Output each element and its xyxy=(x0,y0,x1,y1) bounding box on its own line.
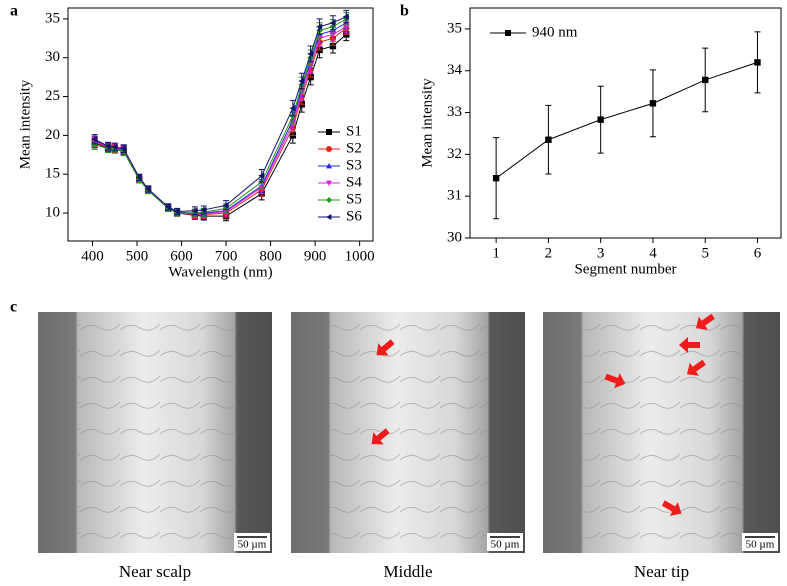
sem-images: 50 µm Near scalp 50 µm Middle 50 µm Near tip xyxy=(38,312,780,581)
series-line xyxy=(94,27,347,216)
image-caption: Middle xyxy=(383,562,432,581)
red-arrow xyxy=(371,428,390,445)
y-axis-label: Mean intensity xyxy=(419,78,435,168)
marker xyxy=(326,163,332,169)
legend-label: 940 nm xyxy=(532,24,578,40)
marker xyxy=(326,146,332,152)
series-line xyxy=(495,61,758,179)
marker xyxy=(326,180,332,186)
x-tick-label: 4 xyxy=(649,245,657,261)
marker xyxy=(104,143,111,150)
legend-label: S3 xyxy=(346,157,362,173)
image-caption: Near scalp xyxy=(119,562,191,581)
marker xyxy=(111,143,118,151)
scale-bar-label: 50 µm xyxy=(491,539,520,551)
marker xyxy=(343,13,349,20)
marker xyxy=(173,208,180,215)
red-arrow xyxy=(661,500,682,516)
marker xyxy=(164,203,171,211)
marker xyxy=(326,197,332,203)
legend-label: S5 xyxy=(346,191,362,207)
marker xyxy=(545,136,552,143)
x-tick-label: 500 xyxy=(126,248,149,264)
sem-texture xyxy=(330,312,488,553)
x-tick-label: 700 xyxy=(215,248,238,264)
plot-frame xyxy=(469,7,782,239)
legend-label: S2 xyxy=(346,140,362,156)
marker xyxy=(191,207,198,214)
y-tick-label: 25 xyxy=(45,88,60,104)
red-arrow xyxy=(604,373,626,389)
marker xyxy=(329,19,336,26)
y-tick-label: 10 xyxy=(45,204,60,220)
y-tick-label: 33 xyxy=(447,104,462,120)
plot-frame xyxy=(67,7,374,242)
x-tick-label: 5 xyxy=(701,245,709,261)
panel-label: c xyxy=(10,299,17,316)
marker xyxy=(222,202,229,209)
marker xyxy=(326,129,332,135)
y-tick-label: 31 xyxy=(447,188,462,204)
y-tick-label: 30 xyxy=(447,229,462,245)
marker xyxy=(91,141,98,148)
y-tick-label: 35 xyxy=(45,10,60,26)
x-tick-label: 600 xyxy=(170,248,193,264)
scale-bar-label: 50 µm xyxy=(746,539,775,551)
marker xyxy=(91,136,98,143)
marker xyxy=(492,175,500,182)
y-tick-label: 30 xyxy=(45,49,60,65)
marker xyxy=(316,23,323,30)
marker xyxy=(754,59,761,66)
legend-label: S1 xyxy=(346,123,362,139)
x-tick-label: 1000 xyxy=(345,248,375,264)
red-arrow xyxy=(695,313,715,330)
red-arrow xyxy=(376,339,395,356)
marker xyxy=(326,214,332,220)
x-tick-label: 900 xyxy=(304,248,327,264)
red-arrow xyxy=(686,359,706,376)
marker xyxy=(289,104,296,112)
x-tick-label: 400 xyxy=(81,248,104,264)
marker xyxy=(120,145,127,152)
x-tick-label: 800 xyxy=(259,248,282,264)
x-tick-label: 3 xyxy=(597,245,605,261)
sem-texture xyxy=(77,312,235,553)
marker xyxy=(298,77,305,85)
legend-label: S6 xyxy=(346,208,362,224)
x-axis-label: Wavelength (nm) xyxy=(168,264,272,280)
y-tick-label: 35 xyxy=(447,20,462,36)
marker xyxy=(702,76,709,84)
series-line xyxy=(94,18,347,214)
x-axis-label: Segment number xyxy=(574,261,676,277)
series-line xyxy=(94,22,347,214)
marker xyxy=(144,185,151,193)
y-tick-label: 34 xyxy=(447,62,463,78)
x-tick-label: 6 xyxy=(754,245,762,261)
image-caption: Near tip xyxy=(634,562,689,581)
y-tick-label: 32 xyxy=(447,146,462,162)
series-line xyxy=(94,26,347,215)
marker xyxy=(136,174,142,181)
marker xyxy=(258,172,265,179)
marker xyxy=(597,116,604,123)
panel-label: b xyxy=(400,3,409,20)
x-tick-label: 2 xyxy=(545,245,553,261)
red-arrow xyxy=(679,337,700,353)
marker xyxy=(329,42,337,50)
marker xyxy=(307,50,314,58)
sem-texture xyxy=(583,312,743,553)
marker xyxy=(505,30,511,36)
legend-label: S4 xyxy=(346,174,362,190)
y-axis-label: Mean intensity xyxy=(17,79,33,169)
y-tick-label: 20 xyxy=(45,127,60,143)
marker xyxy=(649,100,657,107)
scale-bar-label: 50 µm xyxy=(238,539,267,551)
y-tick-label: 15 xyxy=(45,166,60,182)
marker xyxy=(200,206,207,214)
panel-label: a xyxy=(10,3,18,20)
x-tick-label: 1 xyxy=(492,245,500,261)
